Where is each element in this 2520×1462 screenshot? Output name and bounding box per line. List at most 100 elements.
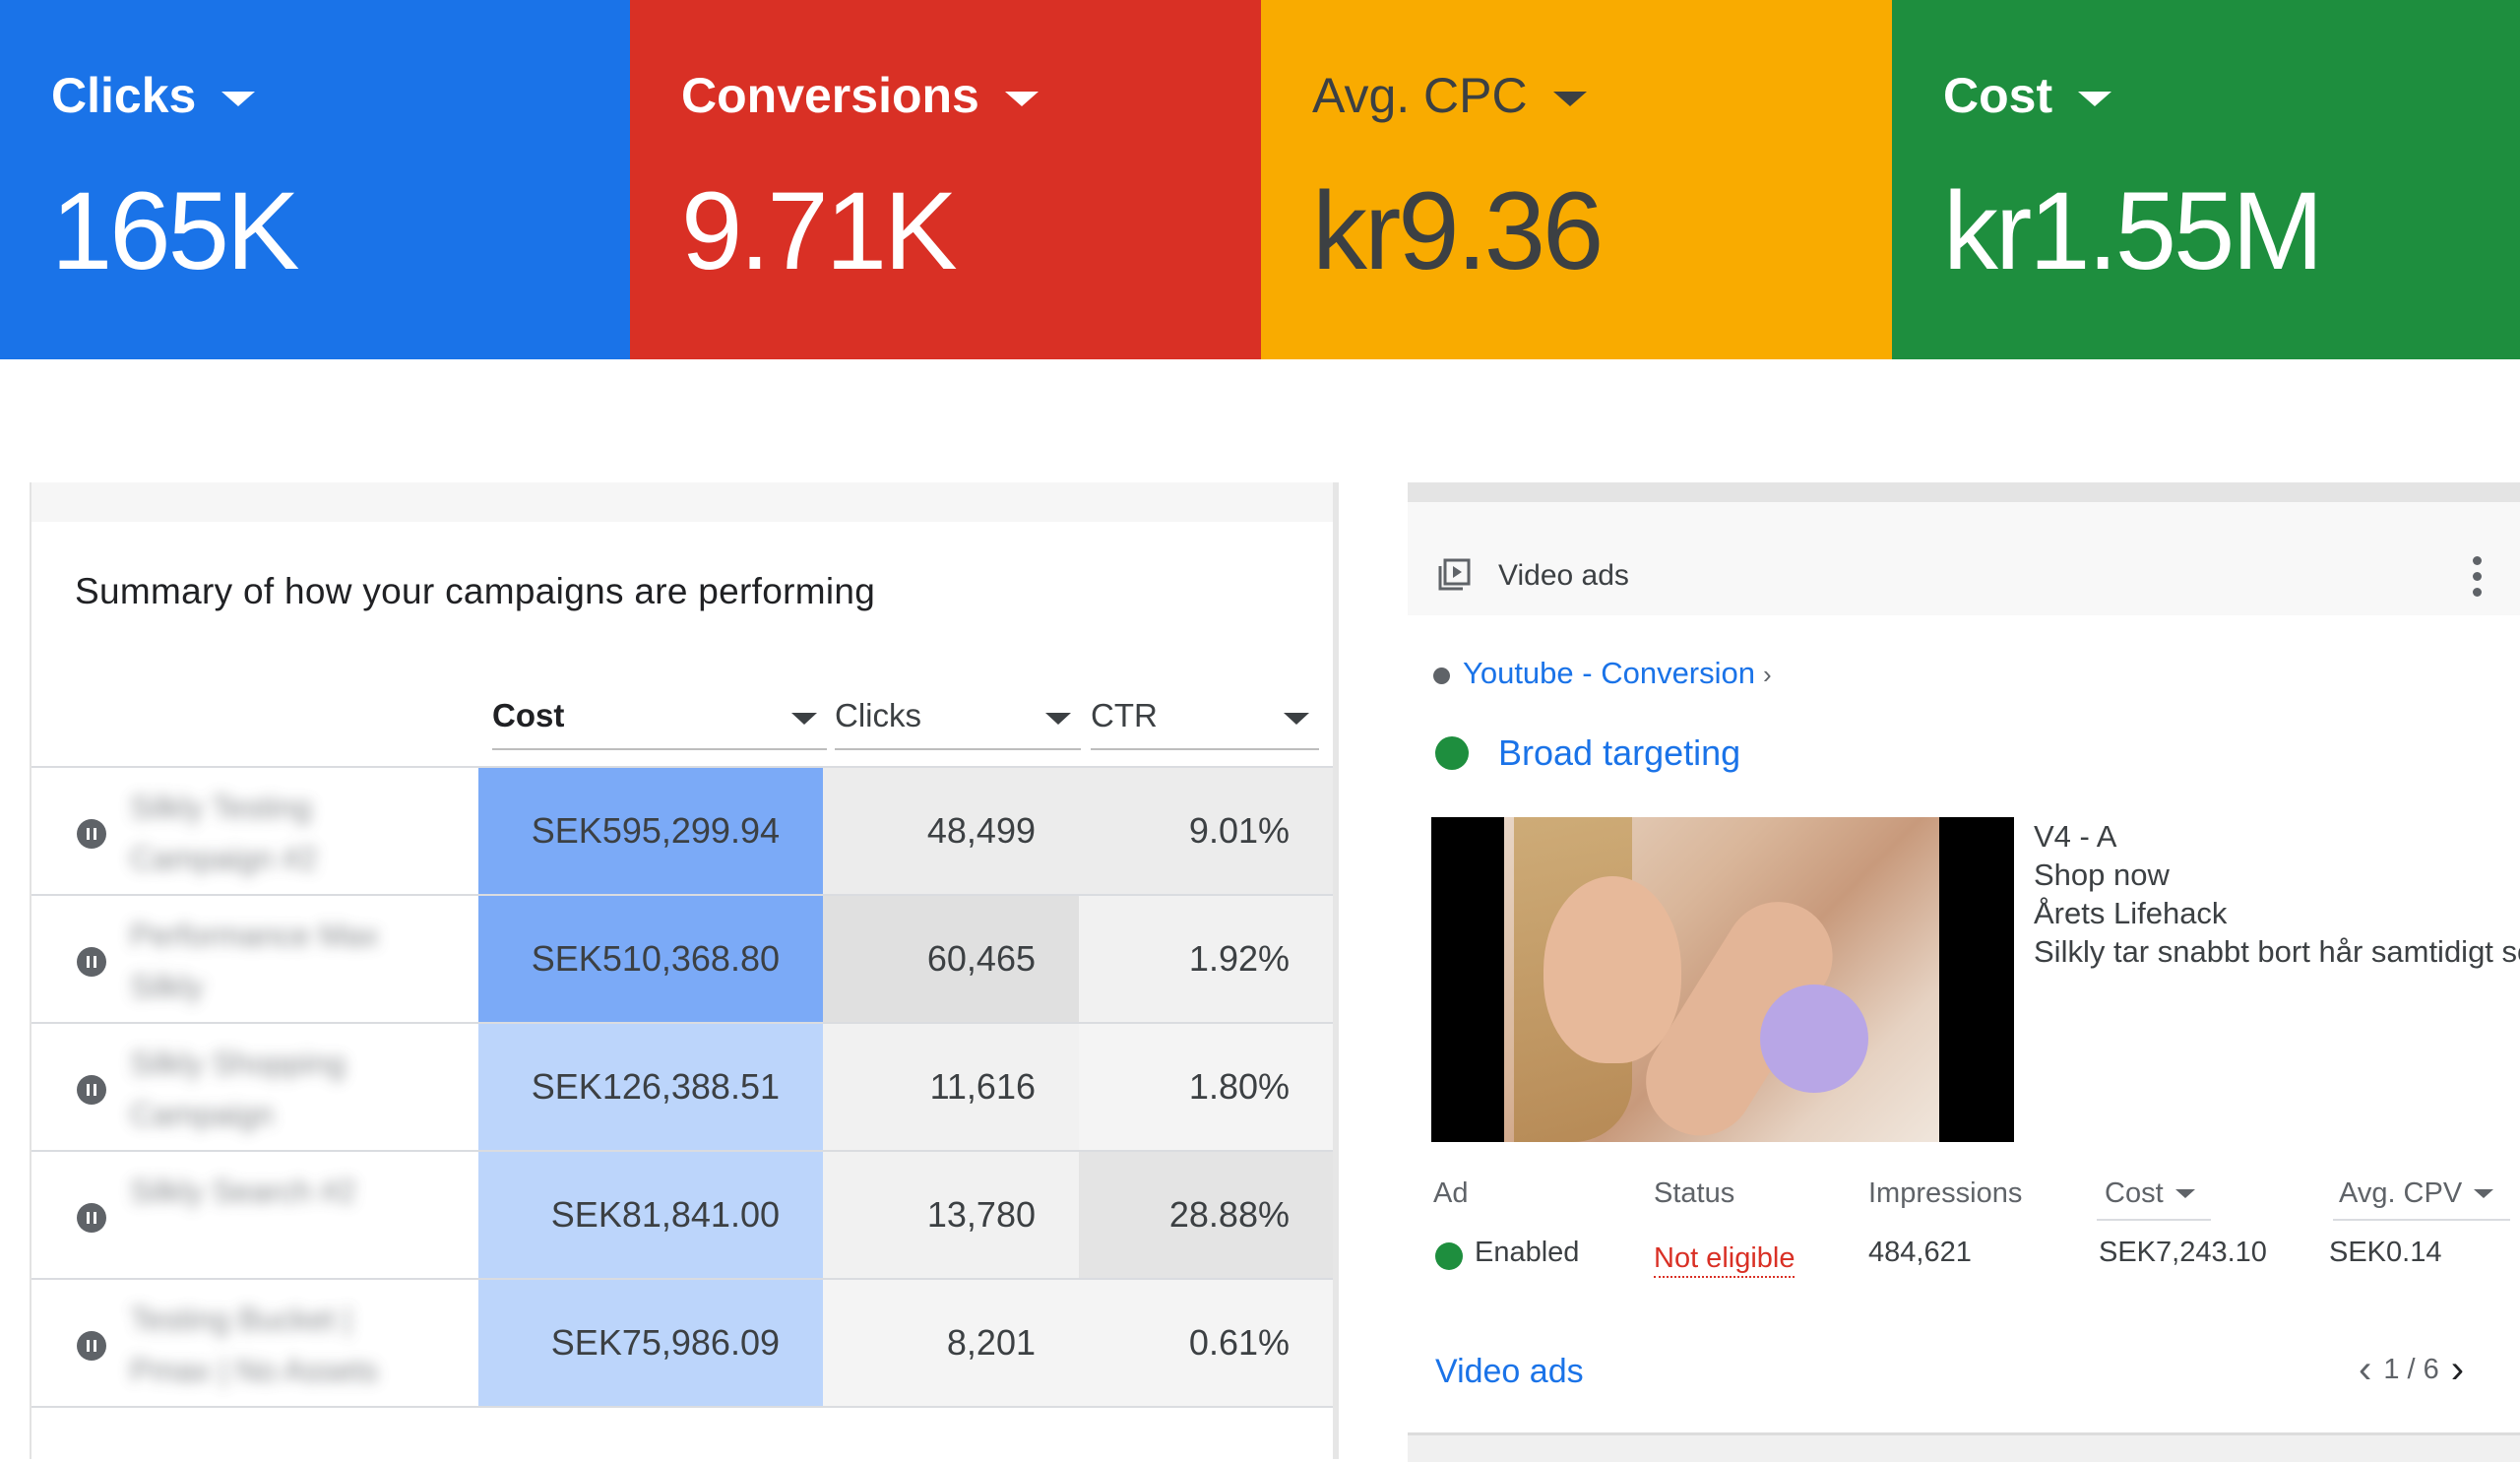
cell-ctr: 1.80% xyxy=(1079,1024,1333,1150)
sort-underline xyxy=(2333,1219,2510,1221)
table-row[interactable]: Silkly Search #2 SEK81,841.00 13,780 28.… xyxy=(32,1152,1333,1280)
ad-group-link[interactable]: Broad targeting xyxy=(1498,732,1741,773)
video-frame xyxy=(1504,817,1939,1142)
video-ads-header: Video ads xyxy=(1408,502,2520,615)
dropdown-caret-icon[interactable] xyxy=(1552,91,1587,106)
video-library-icon xyxy=(1438,558,1471,591)
header-status: Status xyxy=(1654,1177,1735,1209)
row-divider xyxy=(32,1150,1333,1152)
cell-clicks: 11,616 xyxy=(823,1024,1079,1150)
cell-clicks: 13,780 xyxy=(823,1152,1079,1278)
table-row[interactable]: Testing Bucket | Pmax | No Assets SEK75,… xyxy=(32,1280,1333,1408)
video-image-device xyxy=(1760,985,1868,1093)
paused-status-icon xyxy=(77,819,106,849)
cell-clicks: 60,465 xyxy=(823,896,1079,1022)
dropdown-caret-icon[interactable] xyxy=(1004,91,1039,106)
column-header-ctr[interactable]: CTR xyxy=(1091,697,1319,750)
summary-title: Summary of how your campaigns are perfor… xyxy=(75,571,876,611)
panel-top-band xyxy=(32,482,1333,522)
metric-label-conversions[interactable]: Conversions xyxy=(681,67,1039,124)
cell-clicks: 48,499 xyxy=(823,768,1079,894)
cell-cost: SEK81,841.00 xyxy=(478,1152,823,1278)
enabled-status-icon xyxy=(1435,1242,1463,1270)
value-status[interactable]: Not eligible xyxy=(1654,1242,1796,1278)
metric-card-conversions[interactable]: Conversions 9.71K xyxy=(630,0,1261,359)
ad-text-lines: V4 - A Shop now Årets Lifehack Silkly ta… xyxy=(2034,817,2520,971)
metric-value-conversions: 9.71K xyxy=(681,169,958,292)
more-options-icon[interactable] xyxy=(2473,556,2485,600)
metric-label-clicks[interactable]: Clicks xyxy=(51,67,256,124)
cell-clicks: 8,201 xyxy=(823,1280,1079,1406)
metric-card-avg-cpc[interactable]: Avg. CPC kr9.36 xyxy=(1261,0,1892,359)
paused-status-icon xyxy=(77,1203,106,1233)
table-row[interactable]: Performance Max Silkly SEK510,368.80 60,… xyxy=(32,896,1333,1024)
cell-cost: SEK126,388.51 xyxy=(478,1024,823,1150)
video-ads-title: Video ads xyxy=(1498,559,1629,592)
campaign-name[interactable]: Performance Max Silkly xyxy=(130,918,379,1004)
cell-cost: SEK75,986.09 xyxy=(478,1280,823,1406)
chevron-right-icon[interactable]: › xyxy=(2450,1348,2465,1391)
video-ads-link[interactable]: Video ads xyxy=(1435,1353,1584,1390)
header-avg-cpv[interactable]: Avg. CPV xyxy=(2339,1177,2494,1210)
video-ads-panel: Video ads Youtube - Conversion › Broad ta… xyxy=(1408,482,2520,1462)
cell-cost: SEK595,299.94 xyxy=(478,768,823,894)
row-divider xyxy=(32,1406,1333,1408)
metric-value-cost: kr1.55M xyxy=(1943,169,2324,292)
value-avg-cpv: SEK0.14 xyxy=(2329,1237,2442,1268)
sort-underline xyxy=(2097,1219,2211,1221)
table-row[interactable]: Silkly Shopping Campaign SEK126,388.51 1… xyxy=(32,1024,1333,1152)
row-divider xyxy=(32,1022,1333,1024)
panel-top-band xyxy=(1408,482,2520,502)
value-impressions: 484,621 xyxy=(1868,1237,1972,1268)
column-header-cost[interactable]: Cost xyxy=(492,697,827,750)
chevron-left-icon[interactable]: ‹ xyxy=(2359,1348,2372,1391)
metric-label-cost[interactable]: Cost xyxy=(1943,67,2112,124)
metric-card-cost[interactable]: Cost kr1.55M xyxy=(1892,0,2520,359)
metric-value-clicks: 165K xyxy=(51,169,300,292)
column-header-clicks[interactable]: Clicks xyxy=(835,697,1081,750)
campaign-name[interactable]: Silkly Search #2 xyxy=(130,1174,356,1209)
row-divider xyxy=(32,894,1333,896)
sort-caret-icon[interactable] xyxy=(1045,713,1071,725)
cell-cost: SEK510,368.80 xyxy=(478,896,823,1022)
paused-status-icon xyxy=(77,947,106,977)
pagination: ‹ 1 / 6 › xyxy=(2359,1348,2465,1391)
value-cost: SEK7,243.10 xyxy=(2099,1237,2267,1268)
campaign-summary-panel: Summary of how your campaigns are perfor… xyxy=(30,482,1339,1459)
campaign-name[interactable]: Silkly Shopping Campaign xyxy=(130,1046,346,1132)
metric-value-avg-cpc: kr9.36 xyxy=(1312,169,1604,292)
cell-ctr: 1.92% xyxy=(1079,896,1333,1022)
enabled-status-icon xyxy=(1435,736,1469,770)
dropdown-caret-icon[interactable] xyxy=(2078,91,2112,106)
cell-ctr: 9.01% xyxy=(1079,768,1333,894)
metric-label-avg-cpc[interactable]: Avg. CPC xyxy=(1312,67,1587,124)
value-ad-status: Enabled xyxy=(1475,1237,1580,1268)
campaign-name[interactable]: Testing Bucket | Pmax | No Assets xyxy=(130,1302,378,1388)
sort-caret-icon[interactable] xyxy=(1284,713,1309,725)
dropdown-caret-icon[interactable] xyxy=(221,91,256,106)
table-divider xyxy=(32,766,1333,768)
header-ad: Ad xyxy=(1433,1177,1469,1209)
metric-card-clicks[interactable]: Clicks 165K xyxy=(0,0,630,359)
sort-caret-icon[interactable] xyxy=(2174,1189,2195,1198)
sort-caret-icon[interactable] xyxy=(2474,1189,2494,1198)
panel-bottom-band xyxy=(1408,1432,2520,1462)
sort-caret-icon[interactable] xyxy=(791,713,817,725)
cell-ctr: 28.88% xyxy=(1079,1152,1333,1278)
page-indicator: 1 / 6 xyxy=(2383,1353,2439,1385)
paused-status-icon xyxy=(77,1331,106,1361)
ad-cta: Shop now xyxy=(2034,858,2170,892)
paused-status-icon xyxy=(77,1075,106,1105)
ad-name: V4 - A xyxy=(2034,819,2117,854)
metric-cards: Clicks 165K Conversions 9.71K Avg. CPC k… xyxy=(0,0,2520,359)
header-impressions: Impressions xyxy=(1868,1177,2023,1209)
header-cost[interactable]: Cost xyxy=(2105,1177,2195,1210)
campaign-breadcrumb[interactable]: Youtube - Conversion › xyxy=(1463,656,1772,690)
table-row[interactable]: Silkly Testing Campaign #2 SEK595,299.94… xyxy=(32,768,1333,896)
ad-description: Silkly tar snabbt bort hår samtidigt som xyxy=(2034,934,2520,969)
ad-headline: Årets Lifehack xyxy=(2034,896,2228,930)
video-image-face xyxy=(1544,876,1681,1063)
paused-status-icon xyxy=(1433,667,1450,684)
campaign-name[interactable]: Silkly Testing Campaign #2 xyxy=(130,790,318,876)
video-thumbnail[interactable] xyxy=(1431,817,2014,1142)
